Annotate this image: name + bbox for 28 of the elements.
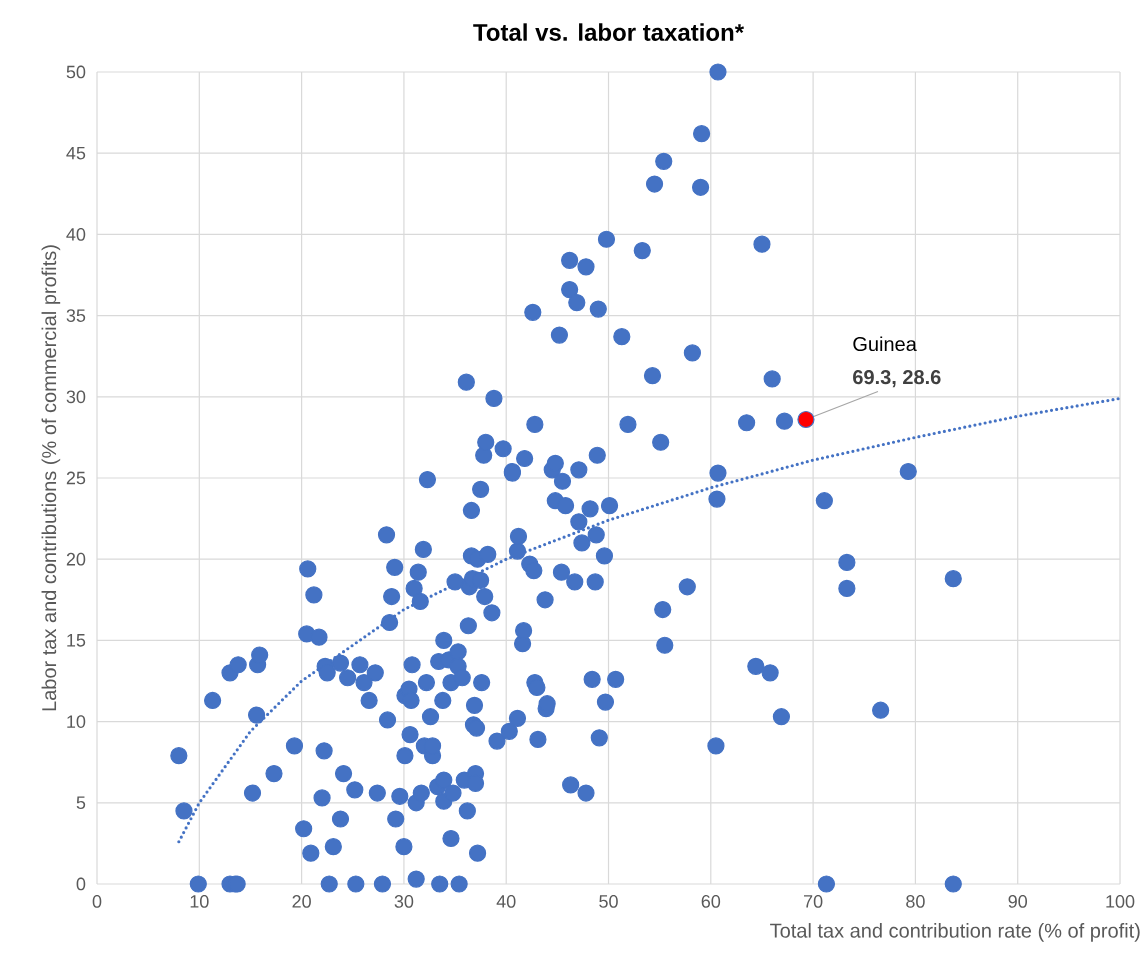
x-axis-title: Total tax and contribution rate (% of profit) bbox=[770, 923, 1140, 942]
x-tick-label: 30 bbox=[394, 895, 414, 908]
data-label: 69.3, 28.6 bbox=[853, 370, 941, 388]
x-tick-label: 0 bbox=[92, 895, 102, 908]
x-tick-label: 90 bbox=[1008, 895, 1028, 908]
line-series bbox=[177, 396, 1122, 844]
y-tick-label: 0 bbox=[76, 877, 86, 891]
x-tick-label: 50 bbox=[599, 895, 618, 908]
y-tick-label: 35 bbox=[66, 309, 86, 322]
y-tick-label: 20 bbox=[66, 552, 86, 566]
y-tick-label: 30 bbox=[66, 390, 86, 404]
x-tick-label: 10 bbox=[190, 895, 209, 908]
chart-title: Total vs. labor taxation* bbox=[473, 23, 745, 41]
x-tick-label: 80 bbox=[906, 895, 925, 908]
y-tick-label: 10 bbox=[67, 715, 86, 728]
y-tick-label: 15 bbox=[67, 634, 86, 647]
y-tick-label: 5 bbox=[76, 796, 86, 810]
y-tick-label: 40 bbox=[66, 228, 86, 241]
y-tick-label: 25 bbox=[66, 471, 86, 485]
x-tick-label: 40 bbox=[496, 895, 516, 908]
text: Guinea bbox=[853, 336, 917, 352]
x-tick-label: 70 bbox=[804, 895, 823, 908]
y-tick-label: 50 bbox=[66, 65, 86, 79]
x-tick-label: 100 bbox=[1106, 895, 1135, 908]
y-tick-label: 45 bbox=[66, 146, 86, 160]
x-tick-label: 20 bbox=[292, 895, 311, 908]
y-axis-title: Labor tax and contributions (% of commercial profits) bbox=[41, 245, 61, 711]
x-tick-label: 60 bbox=[701, 895, 721, 908]
